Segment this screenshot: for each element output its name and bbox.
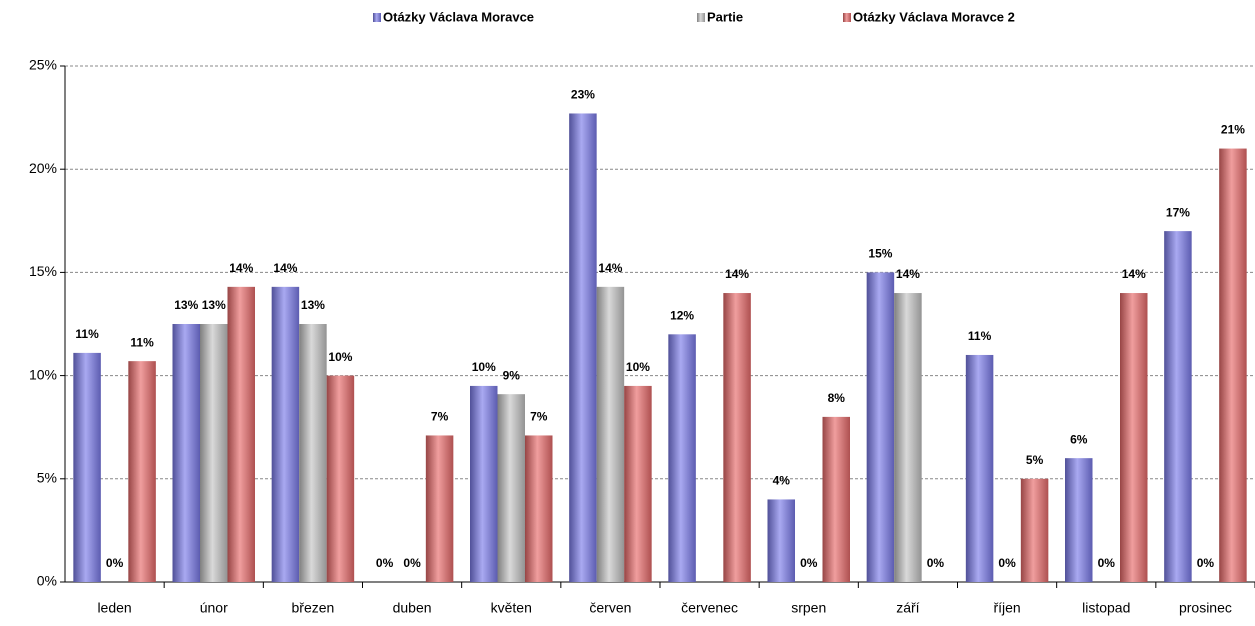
x-tick-label: říjen — [993, 600, 1020, 616]
x-tick-label: leden — [97, 600, 131, 616]
bar — [1120, 293, 1148, 582]
bar — [271, 286, 300, 582]
data-label: 0% — [927, 556, 945, 570]
bar — [723, 293, 751, 582]
bar — [1065, 458, 1093, 582]
bar — [965, 354, 994, 582]
data-label: 21% — [1221, 123, 1245, 137]
x-tick-label: listopad — [1082, 600, 1130, 616]
bar — [470, 385, 498, 582]
x-tick-label: únor — [200, 600, 228, 616]
data-label: 17% — [1166, 205, 1190, 219]
data-label: 14% — [1122, 267, 1146, 281]
data-label: 23% — [571, 88, 595, 102]
y-tick-label: 20% — [29, 160, 57, 176]
x-tick-label: březen — [292, 600, 335, 616]
bar — [569, 113, 597, 583]
data-label: 4% — [773, 474, 791, 488]
data-label: 11% — [75, 327, 99, 341]
data-label: 10% — [626, 360, 650, 374]
data-label: 12% — [670, 308, 694, 322]
bar — [200, 324, 228, 582]
data-label: 14% — [896, 267, 920, 281]
x-tick-label: prosinec — [1179, 600, 1232, 616]
bar — [172, 324, 200, 582]
bar — [1164, 231, 1192, 582]
y-tick-label: 15% — [29, 263, 57, 279]
data-label: 11% — [968, 329, 992, 343]
bar — [668, 334, 696, 582]
legend-label: Otázky Václava Moravce — [383, 9, 534, 24]
y-tick-label: 25% — [29, 57, 57, 73]
bar — [497, 394, 525, 582]
bar — [73, 352, 101, 582]
data-label: 6% — [1070, 432, 1088, 446]
bar — [227, 286, 255, 582]
data-label: 5% — [1026, 453, 1044, 467]
data-label: 14% — [725, 267, 749, 281]
data-label: 0% — [1197, 556, 1215, 570]
bar — [894, 293, 922, 582]
data-label: 11% — [130, 335, 154, 349]
data-label: 7% — [431, 410, 449, 424]
bar — [866, 272, 895, 582]
data-label: 13% — [174, 298, 198, 312]
y-tick-label: 0% — [37, 573, 57, 589]
data-label: 10% — [472, 360, 496, 374]
data-label: 9% — [503, 368, 521, 382]
data-label: 0% — [376, 556, 394, 570]
bar — [767, 499, 795, 582]
legend-marker — [843, 13, 851, 22]
bar — [299, 324, 327, 582]
bar — [128, 361, 156, 582]
x-tick-label: červenec — [681, 600, 738, 616]
data-label: 14% — [229, 261, 253, 275]
data-label: 7% — [530, 410, 548, 424]
data-label: 10% — [328, 350, 352, 364]
legend-marker — [697, 13, 705, 22]
data-label: 8% — [828, 391, 846, 405]
x-tick-label: září — [896, 600, 919, 616]
data-label: 0% — [106, 556, 124, 570]
x-tick-label: květen — [491, 600, 532, 616]
legend-marker — [373, 13, 381, 22]
data-label: 0% — [1098, 556, 1116, 570]
data-label: 13% — [202, 298, 226, 312]
data-label: 15% — [868, 247, 892, 261]
data-label: 13% — [301, 298, 325, 312]
x-tick-label: červen — [589, 600, 631, 616]
bar — [525, 435, 553, 582]
y-tick-label: 5% — [37, 470, 57, 486]
legend-label: Otázky Václava Moravce 2 — [853, 9, 1015, 24]
data-label: 0% — [800, 556, 818, 570]
bar — [1020, 478, 1049, 582]
bar — [326, 375, 355, 582]
data-label: 14% — [273, 261, 297, 275]
y-tick-label: 10% — [29, 366, 57, 382]
data-label: 0% — [403, 556, 421, 570]
data-label: 14% — [598, 261, 622, 275]
bar — [596, 286, 625, 582]
bar — [822, 416, 850, 582]
x-tick-label: srpen — [791, 600, 826, 616]
x-tick-label: duben — [393, 600, 432, 616]
bar — [1219, 148, 1247, 582]
legend-label: Partie — [707, 9, 743, 24]
data-label: 0% — [998, 556, 1016, 570]
bar — [425, 435, 454, 582]
bar — [624, 385, 652, 582]
